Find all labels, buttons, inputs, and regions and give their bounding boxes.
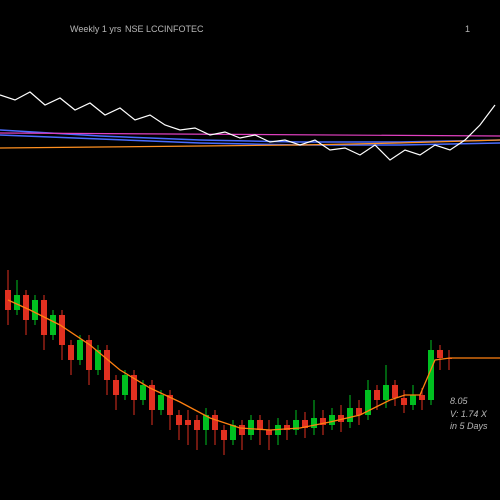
days-value: in 5 Days xyxy=(450,420,488,433)
stock-chart-container: Weekly 1 yrs NSE LCCINFOTEC 1 8.05 V: 1.… xyxy=(0,0,500,500)
candlestick-chart xyxy=(0,0,500,500)
price-value: 8.05 xyxy=(450,395,488,408)
price-annotation: 8.05 V: 1.74 X in 5 Days xyxy=(450,395,488,433)
volume-value: V: 1.74 X xyxy=(450,408,488,421)
